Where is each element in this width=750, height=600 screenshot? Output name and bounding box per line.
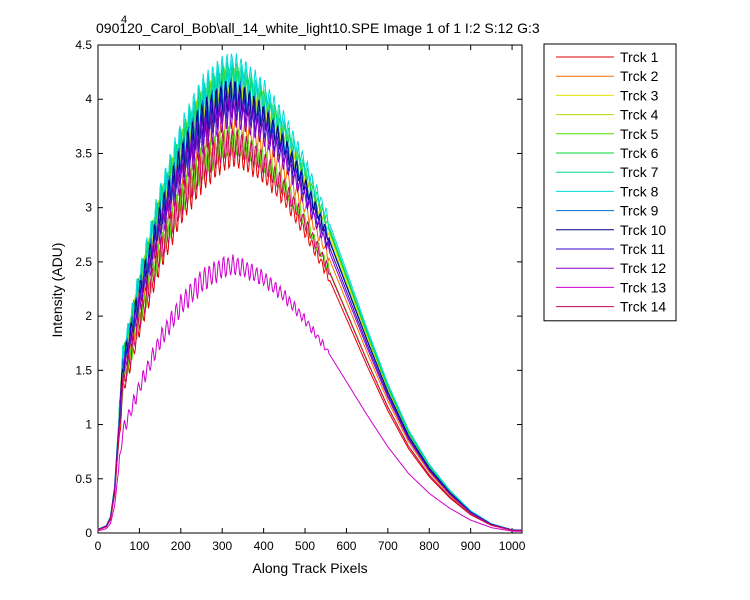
x-tick-label: 100 — [129, 539, 149, 553]
legend-entry-3: Trck 3 — [620, 87, 659, 103]
series-line-14 — [97, 129, 523, 532]
legend-entry-8: Trck 8 — [620, 183, 659, 199]
axes-box — [97, 44, 523, 534]
y-tick-label: 3 — [85, 201, 92, 215]
legend-entry-6: Trck 6 — [620, 145, 659, 161]
x-tick-label: 1000 — [499, 539, 526, 553]
legend-entry-1: Trck 1 — [620, 49, 659, 65]
x-axis-label: Along Track Pixels — [252, 560, 367, 576]
chart-title: 090120_Carol_Bob\all_14_white_light10.SP… — [96, 20, 540, 36]
x-tick-label: 300 — [212, 539, 232, 553]
x-tick-label: 500 — [295, 539, 315, 553]
series-line-12 — [97, 97, 523, 531]
legend-entry-7: Trck 7 — [620, 164, 659, 180]
legend-entry-10: Trck 10 — [620, 222, 666, 238]
x-tick-label: 900 — [461, 539, 481, 553]
x-tick-label: 200 — [171, 539, 191, 553]
y-tick-label: 1 — [85, 418, 92, 432]
series-line-10 — [97, 81, 523, 531]
y-tick-label: 3.5 — [75, 146, 92, 160]
x-tick-label: 800 — [419, 539, 439, 553]
x-tick-label: 400 — [254, 539, 274, 553]
legend-entry-13: Trck 13 — [620, 279, 666, 295]
x-tick-label: 0 — [95, 539, 102, 553]
y-exponent-label: 4 — [121, 14, 127, 26]
legend-box — [543, 43, 677, 322]
legend-entry-4: Trck 4 — [620, 107, 659, 123]
y-tick-label: 0 — [85, 526, 92, 540]
legend: Trck 1 Trck 2 Trck 3 Trck 4 Trck 5 Trck 6 Trck… — [543, 43, 677, 322]
y-tick-label: 4 — [85, 92, 92, 106]
legend-entry-11: Trck 11 — [620, 241, 665, 257]
legend-entry-12: Trck 12 — [620, 260, 666, 276]
y-tick-label: 1.5 — [75, 363, 92, 377]
series-line-13 — [97, 254, 522, 532]
y-axis-label: Intensity (ADU) — [49, 243, 65, 338]
y-tick-label: 2 — [85, 309, 92, 323]
y-tick-label: 2.5 — [75, 255, 92, 269]
legend-entry-14: Trck 14 — [620, 299, 666, 315]
legend-entry-5: Trck 5 — [620, 126, 659, 142]
legend-entry-9: Trck 9 — [620, 203, 659, 219]
legend-entry-2: Trck 2 — [620, 68, 659, 84]
y-tick-label: 0.5 — [75, 472, 92, 486]
x-tick-label: 600 — [336, 539, 356, 553]
x-tick-label: 700 — [378, 539, 398, 553]
y-tick-label: 4.5 — [75, 38, 92, 52]
plot-area: 0 100 200 300 400 500 600 700 800 900 1000 0 0.5 1 1.5… — [75, 38, 525, 553]
